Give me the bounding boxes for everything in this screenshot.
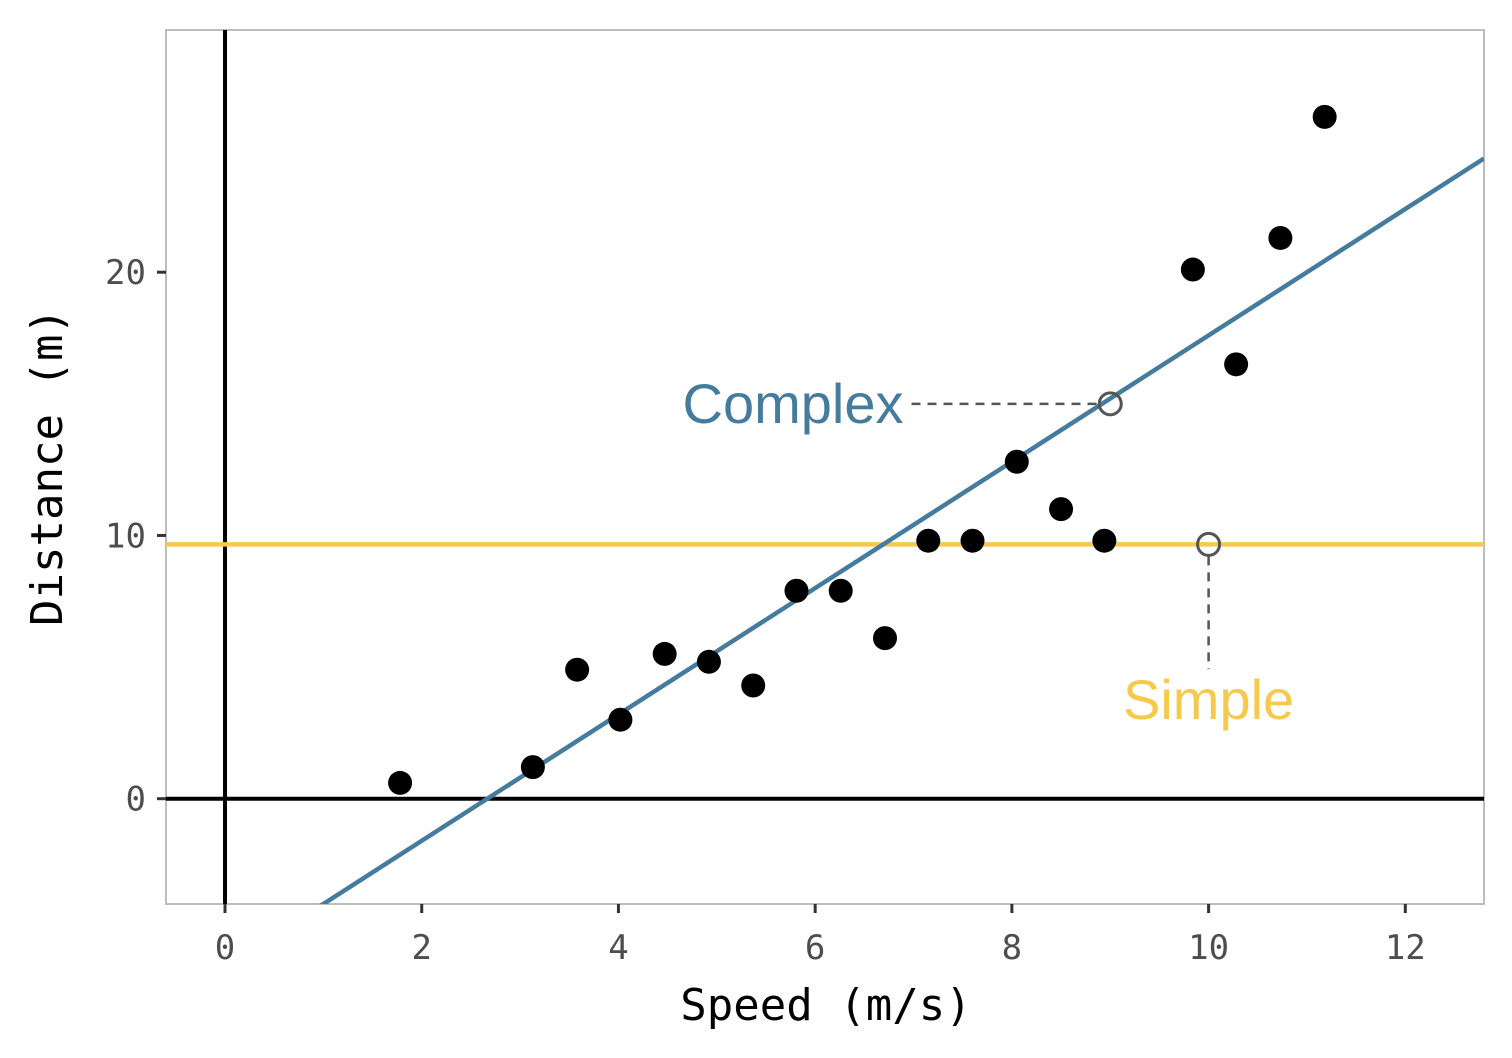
x-tick-label: 8: [1002, 928, 1022, 968]
y-tick-label: 10: [105, 516, 146, 556]
x-tick-label: 6: [805, 928, 825, 968]
x-tick-label: 4: [608, 928, 628, 968]
data-point: [741, 673, 766, 698]
x-tick-label: 2: [411, 928, 431, 968]
x-tick-label: 10: [1188, 928, 1229, 968]
x-tick-label: 12: [1385, 928, 1426, 968]
plot-area: [166, 30, 1484, 904]
simple-annotation-label: Simple: [1123, 668, 1294, 731]
data-point: [872, 626, 897, 651]
data-point: [1049, 497, 1074, 522]
data-point: [1180, 257, 1205, 282]
y-tick-label: 20: [105, 253, 146, 293]
data-point: [608, 707, 633, 732]
data-point: [1312, 104, 1337, 129]
data-point: [916, 528, 941, 553]
simple-annotation-marker: [1196, 531, 1222, 557]
data-point: [652, 641, 677, 666]
y-tick-label: 0: [126, 780, 146, 820]
x-axis-title: Speed (m/s): [680, 980, 971, 1031]
plot-content: Complex Simple: [166, 30, 1484, 904]
data-point: [960, 528, 985, 553]
complex-annotation-marker: [1097, 391, 1123, 417]
data-point: [565, 657, 590, 682]
data-point: [1092, 528, 1117, 553]
data-point: [696, 649, 721, 674]
data-point: [1004, 449, 1029, 474]
data-point: [388, 770, 413, 795]
data-point: [784, 578, 809, 603]
x-tick-label: 0: [215, 928, 235, 968]
y-axis-title: Distance (m): [22, 308, 73, 626]
complex-annotation-label: Complex: [683, 372, 904, 435]
data-point: [1268, 225, 1293, 250]
data-point: [520, 755, 545, 780]
data-point: [1224, 352, 1249, 377]
complex-model-line: [319, 156, 1484, 904]
axis-ticks: 0 2 4 6 8 10 12 0 10 20: [105, 253, 1426, 968]
data-point: [828, 578, 853, 603]
panel-border: [165, 29, 1485, 905]
